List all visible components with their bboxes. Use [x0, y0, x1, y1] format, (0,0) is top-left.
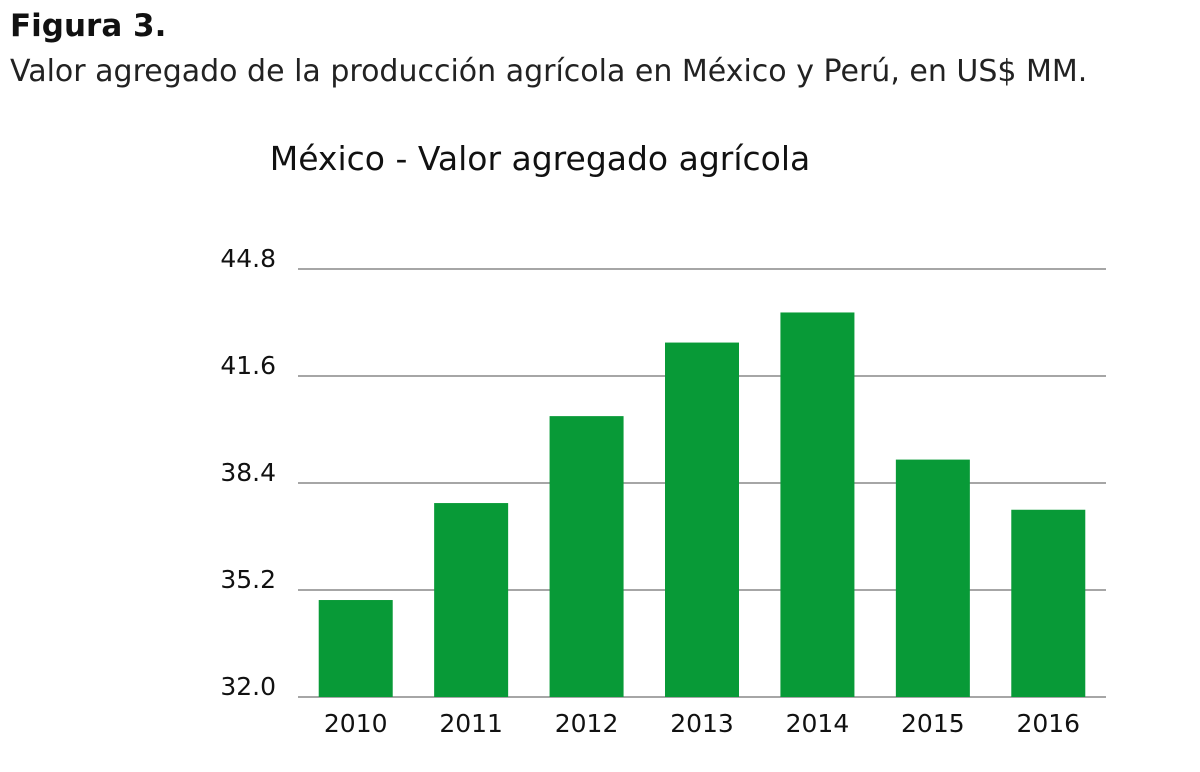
figure-label: Figura 3. [10, 8, 167, 44]
x-tick-label: 2015 [901, 709, 965, 738]
bar-2016 [1011, 509, 1086, 697]
y-tick-label: 35.2 [220, 565, 276, 594]
bar-2014 [780, 312, 855, 697]
y-axis-ticks: 32.0 35.2 38.4 41.6 44.8 [220, 244, 276, 701]
bar-2011 [434, 503, 509, 697]
bar-2015 [895, 459, 970, 697]
x-axis-ticks: 2010 2011 2012 2013 2014 2015 2016 [324, 709, 1080, 738]
x-tick-label: 2013 [670, 709, 734, 738]
figure-caption: Valor agregado de la producción agrícola… [10, 54, 1088, 89]
bar-2013 [665, 342, 739, 697]
chart-title: México - Valor agregado agrícola [270, 139, 811, 178]
x-tick-label: 2012 [555, 709, 619, 738]
x-tick-label: 2010 [324, 709, 388, 738]
y-tick-label: 38.4 [220, 458, 276, 487]
x-tick-label: 2016 [1016, 709, 1080, 738]
bar-2010 [318, 600, 393, 697]
y-tick-label: 32.0 [220, 672, 276, 701]
x-tick-label: 2011 [439, 709, 503, 738]
bar-2012 [549, 416, 624, 697]
y-tick-label: 41.6 [220, 351, 276, 380]
bars [318, 312, 1086, 697]
y-tick-label: 44.8 [220, 244, 276, 273]
x-tick-label: 2014 [786, 709, 850, 738]
